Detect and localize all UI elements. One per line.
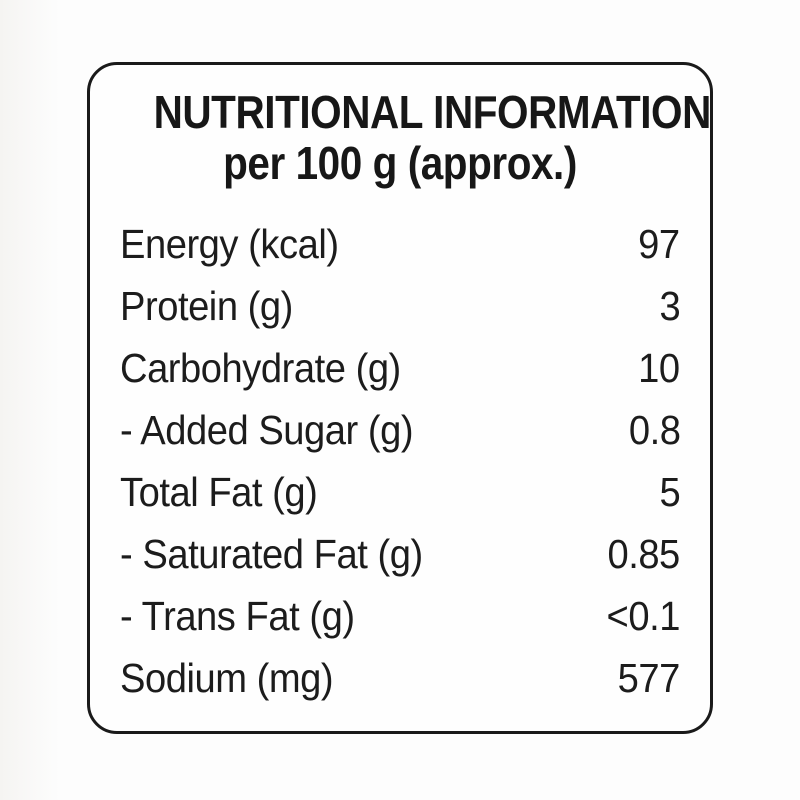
nutrition-row: Sodium (mg) 577 (120, 647, 680, 709)
nutrient-name: - Added Sugar (g) (120, 407, 414, 453)
nutrition-row: Protein (g) 3 (120, 275, 680, 337)
nutrient-value: 10 (638, 345, 681, 391)
nutrition-row: Carbohydrate (g) 10 (120, 337, 680, 399)
nutrient-name: Carbohydrate (g) (120, 345, 401, 391)
nutrient-name: Sodium (mg) (120, 655, 334, 701)
nutrient-name: - Trans Fat (g) (120, 593, 355, 639)
nutrient-value: <0.1 (606, 593, 681, 639)
nutrient-value: 577 (617, 655, 681, 701)
nutrient-name: Protein (g) (120, 283, 293, 329)
nutrition-row: Total Fat (g) 5 (120, 461, 680, 523)
nutrient-value: 3 (659, 283, 680, 329)
nutrient-value: 97 (638, 221, 681, 267)
nutrition-row: - Trans Fat (g) <0.1 (120, 585, 680, 647)
nutrition-row: Energy (kcal) 97 (120, 213, 680, 275)
nutrition-facts-box: NUTRITIONAL INFORMATION per 100 g (appro… (87, 62, 713, 734)
nutrient-name: - Saturated Fat (g) (120, 531, 423, 577)
nutrition-row: - Saturated Fat (g) 0.85 (120, 523, 680, 585)
nutrient-value: 0.85 (607, 531, 681, 577)
nutrition-title-line2: per 100 g (approx.) (223, 137, 577, 189)
nutrition-title-line1: NUTRITIONAL INFORMATION (153, 86, 712, 138)
nutrient-value: 0.8 (628, 407, 680, 453)
nutrition-row: - Added Sugar (g) 0.8 (120, 399, 680, 461)
nutrition-rows: Energy (kcal) 97 Protein (g) 3 Carbohydr… (120, 213, 680, 709)
nutrient-name: Total Fat (g) (120, 469, 318, 515)
nutrition-title-block: NUTRITIONAL INFORMATION per 100 g (appro… (120, 86, 712, 189)
nutrient-name: Energy (kcal) (120, 221, 339, 267)
nutrient-value: 5 (659, 469, 680, 515)
